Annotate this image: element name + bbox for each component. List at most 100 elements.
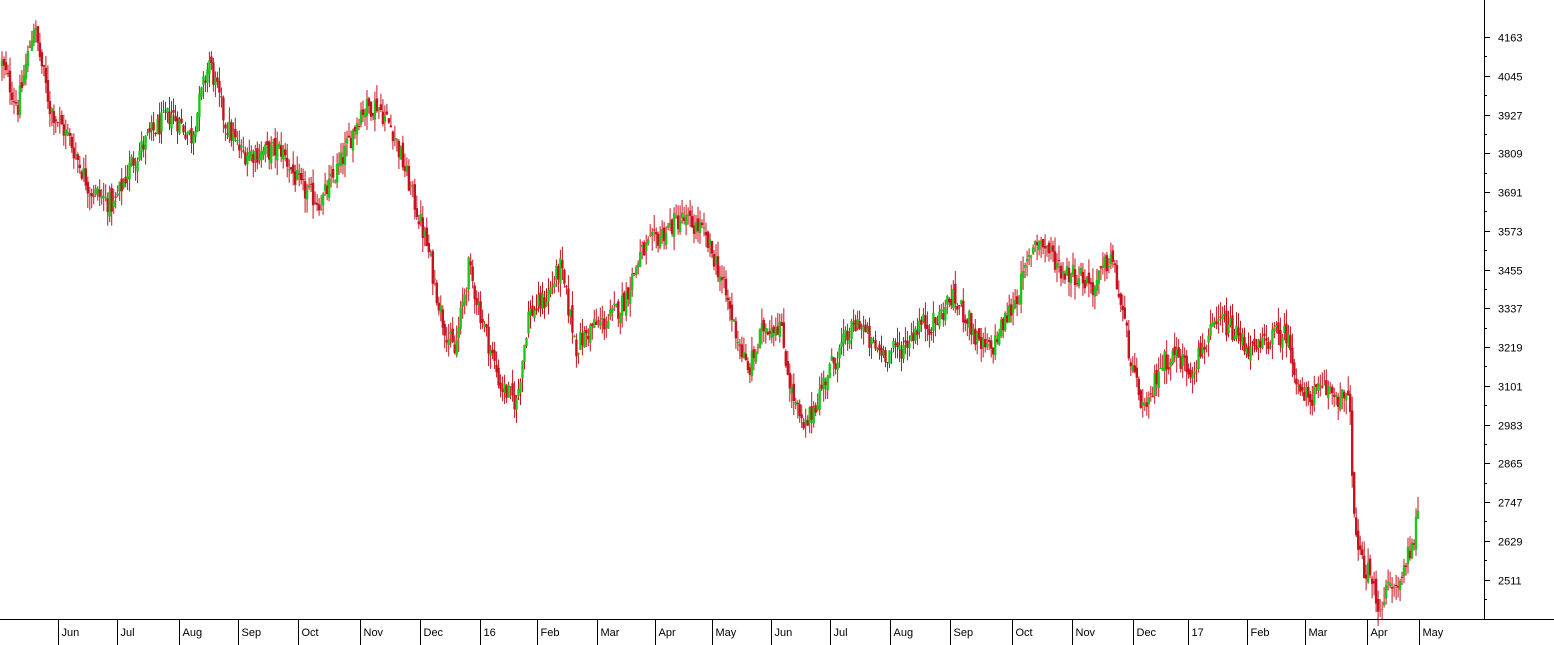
candle-body-up (1031, 247, 1035, 254)
candle-body-up (1345, 394, 1348, 401)
candle-body-down (1073, 269, 1077, 286)
candle-body-up (126, 176, 129, 180)
candle-body-down (682, 217, 686, 221)
candle-body-down (190, 128, 193, 144)
candle-body-up (228, 121, 231, 138)
candle-body-down (1119, 293, 1122, 306)
candle-body-down (920, 319, 923, 325)
candle-body-up (890, 352, 893, 354)
candle-body-up (373, 100, 377, 120)
candle-body-up (986, 343, 989, 347)
candle-body-down (148, 128, 151, 133)
candle-body-up (1217, 318, 1220, 321)
candle-body-down (353, 126, 357, 132)
candle-body-down (1113, 263, 1117, 265)
candle-body-down (1075, 283, 1079, 285)
candle-body-up (515, 397, 518, 411)
candle-body-up (952, 288, 955, 309)
candle-body-up (66, 132, 69, 134)
candle-body-down (417, 221, 420, 225)
candle-body-up (383, 115, 387, 122)
candle-body-down (1315, 384, 1318, 387)
candle-body-up (160, 112, 163, 132)
candle-body-up (144, 135, 147, 150)
candle-body-down (617, 301, 620, 319)
candle-body-up (461, 301, 464, 307)
candle-body-down (970, 313, 973, 335)
candle-body-up (1366, 562, 1370, 583)
candle-body-down (1041, 239, 1045, 248)
y-tick-label: 2511 (1498, 576, 1522, 588)
candle-body-down (14, 102, 18, 104)
candle-body-up (1037, 240, 1041, 251)
candle-body-up (838, 347, 841, 359)
candle-body-up (1275, 324, 1278, 327)
candle-body-up (399, 146, 403, 160)
candle-body-up (621, 295, 624, 316)
candle-body-down (724, 278, 728, 296)
candle-body-up (1221, 313, 1224, 320)
candle-body-up (483, 323, 486, 327)
candle-body-down (1155, 370, 1158, 385)
candle-body-up (639, 251, 642, 267)
candle-body-up (972, 328, 975, 336)
candle-body-up (337, 163, 341, 167)
candle-body-up (22, 75, 26, 85)
candle-body-down (587, 335, 590, 340)
candle-body-up (1079, 268, 1083, 275)
candle-body-up (0, 60, 4, 67)
candle-body-up (449, 331, 452, 335)
candle-body-down (1363, 555, 1366, 578)
candle-body-down (565, 286, 568, 288)
candle-body-up (162, 110, 165, 112)
candle-body-up (778, 321, 781, 337)
candle-body-up (146, 132, 149, 134)
candle-body-down (1215, 321, 1218, 325)
candle-body-down (317, 204, 321, 211)
candle-body-down (52, 111, 56, 123)
candle-body-down (886, 362, 889, 364)
candle-body-up (250, 150, 253, 157)
candle-body-up (276, 144, 279, 161)
candle-body-down (1396, 586, 1400, 588)
candle-body-down (966, 319, 969, 324)
candle-body-down (784, 351, 787, 366)
candle-body-down (114, 196, 117, 198)
candle-body-down (900, 349, 903, 359)
candle-body-down (1099, 266, 1103, 269)
x-tick-label: Oct (1016, 627, 1033, 639)
candle-body-up (641, 244, 644, 247)
candle-body-down (1279, 329, 1282, 346)
candle-body-down (710, 241, 714, 254)
candle-body-up (764, 328, 767, 333)
candle-body-up (246, 155, 249, 165)
candle-body-down (1309, 394, 1312, 402)
candle-body-down (728, 301, 732, 309)
candle-body-down (1247, 346, 1250, 357)
candle-body-up (1004, 312, 1007, 331)
candle-body-down (874, 340, 877, 349)
candle-body-up (1245, 348, 1248, 355)
candle-body-down (744, 353, 748, 360)
candle-body-up (645, 242, 648, 252)
candle-body-up (196, 113, 199, 132)
candle-body-down (491, 349, 494, 353)
candle-body-down (182, 125, 185, 133)
candle-body-down (800, 414, 803, 419)
candle-body-down (4, 62, 8, 71)
candle-body-up (102, 196, 105, 198)
candle-body-down (561, 260, 564, 269)
candle-body-down (734, 321, 738, 339)
candle-body-down (357, 126, 361, 127)
x-tick-label: Aug (894, 627, 914, 639)
candle-body-down (1185, 355, 1188, 372)
y-tick-label: 3809 (1498, 149, 1522, 161)
y-tick-label: 3219 (1498, 343, 1522, 355)
candle-body-down (8, 70, 12, 93)
candle-body-up (319, 208, 323, 210)
candle-body-up (188, 130, 191, 134)
candle-body-down (86, 181, 89, 194)
candle-body-up (523, 344, 526, 362)
candle-body-down (80, 171, 83, 179)
candle-body-up (850, 321, 853, 339)
